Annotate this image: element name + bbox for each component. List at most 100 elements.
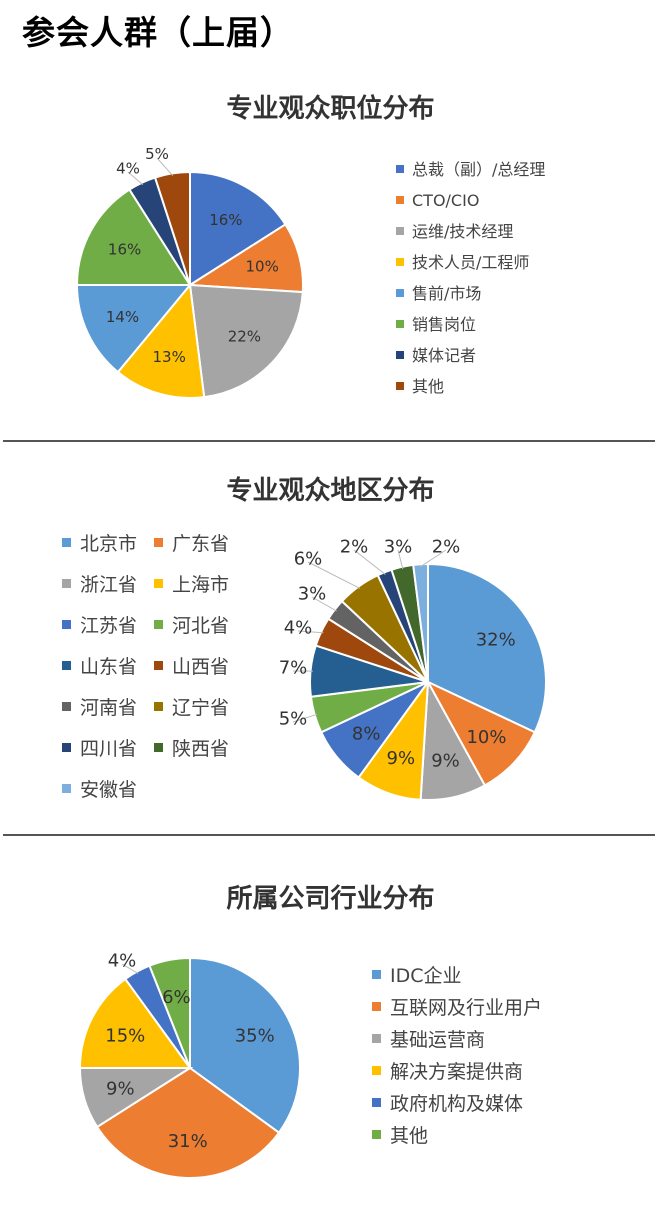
data-label: 15% [105, 1025, 145, 1046]
legend-label: 江苏省 [80, 615, 138, 637]
legend-label: 四川省 [80, 738, 138, 760]
legend-label: 媒体记者 [412, 346, 477, 365]
leader-line [311, 596, 337, 612]
legend-item: 四川省 [62, 737, 137, 761]
legend-item: 售前/市场 [396, 284, 481, 304]
legend-swatch [62, 784, 71, 793]
legend-swatch [372, 1002, 381, 1011]
legend-label: 运维/技术经理 [412, 222, 514, 241]
page-title: 参会人群（上届） [22, 6, 294, 54]
legend-item: 互联网及行业用户 [372, 996, 542, 1020]
legend-item: 浙江省 [62, 573, 137, 597]
leader-line [297, 630, 324, 634]
data-label: 10% [466, 727, 506, 748]
legend-swatch [372, 1034, 381, 1043]
pie-slice [75, 284, 193, 374]
legend-item: 上海市 [154, 573, 229, 597]
legend-label: 总裁（副）/总经理 [412, 160, 546, 179]
legend-item: 陕西省 [154, 737, 229, 761]
legend-label: 山西省 [172, 656, 230, 678]
data-label: 9% [106, 1079, 135, 1100]
pie-slice [427, 562, 547, 734]
chart-title-industry: 所属公司行业分布 [226, 884, 435, 914]
data-label: 13% [153, 348, 186, 366]
legend-label: 技术人员/工程师 [412, 253, 530, 272]
legend-label: 北京市 [80, 533, 138, 555]
legend-item: 媒体记者 [396, 346, 476, 366]
data-label: 8% [352, 723, 381, 744]
position-pie-chart: 16% 10% 22% 13% 14% 16% 4% 5% [75, 145, 305, 399]
legend-swatch [154, 661, 163, 670]
legend-label: 销售岗位 [412, 315, 477, 334]
legend-swatch [396, 288, 404, 297]
legend-label: 广东省 [172, 533, 230, 555]
legend-item: 总裁（副）/总经理 [396, 160, 545, 180]
legend-swatch [62, 702, 71, 711]
legend-item: 安徽省 [62, 778, 137, 802]
legend-swatch [396, 381, 404, 390]
legend-item: 其他 [396, 377, 444, 397]
page-title-text: 参会人群（上届 [22, 13, 260, 52]
data-label: 9% [387, 748, 416, 769]
data-label: 31% [168, 1131, 208, 1152]
legend-item: 山西省 [154, 655, 229, 679]
leader-line [127, 171, 144, 186]
legend-swatch [396, 319, 404, 328]
chart-title-position: 专业观众职位分布 [226, 94, 435, 124]
legend-swatch [396, 350, 404, 359]
leader-line [156, 157, 174, 176]
chart-title-region: 专业观众地区分布 [226, 476, 435, 506]
legend-item: 运维/技术经理 [396, 222, 513, 242]
data-label: 7% [279, 657, 308, 678]
data-label: 16% [209, 211, 242, 229]
leader-line [292, 713, 318, 723]
legend-swatch [372, 1130, 381, 1139]
data-label: 10% [246, 258, 279, 276]
legend-swatch [62, 620, 71, 629]
legend-label: 陕西省 [172, 738, 230, 760]
legend-swatch [396, 164, 404, 173]
pie-slice [412, 562, 429, 683]
pie-slice [186, 223, 305, 294]
legend-swatch [62, 743, 71, 752]
legend-item: 江苏省 [62, 614, 137, 638]
legend-label: 浙江省 [80, 574, 138, 596]
data-label: 4% [116, 159, 140, 177]
legend-label: IDC企业 [390, 965, 462, 987]
legend-label: 山东省 [80, 656, 138, 678]
legend-item: 河南省 [62, 696, 137, 720]
legend-swatch [154, 620, 163, 629]
legend-item: 河北省 [154, 614, 229, 638]
legend-swatch [372, 970, 381, 979]
legend-swatch [62, 661, 71, 670]
legend-item: 销售岗位 [396, 315, 476, 335]
legend-item: IDC企业 [372, 964, 462, 988]
legend-label: 售前/市场 [412, 284, 482, 303]
legend-swatch [154, 538, 163, 547]
pie-slice [189, 956, 301, 1135]
legend-item: 其他 [372, 1124, 428, 1148]
legend-item: CTO/CIO [396, 191, 479, 211]
legend-swatch [154, 579, 163, 588]
legend-swatch [154, 743, 163, 752]
pie-slice [189, 170, 287, 287]
legend-swatch [154, 702, 163, 711]
data-label: 4% [108, 950, 137, 971]
legend-item: 技术人员/工程师 [396, 253, 529, 273]
legend-label: 河南省 [80, 697, 138, 719]
data-label: 2% [340, 536, 369, 557]
legend-item: 广东省 [154, 532, 229, 556]
pie-slice [148, 956, 191, 1069]
legend-label: 河北省 [172, 615, 230, 637]
region-pie-chart: 32% 10% 9% 9% 8% 5% 7% 4% 3% 6% 2% 3% 2% [279, 536, 547, 801]
pie-slice [153, 170, 191, 286]
leader-line [353, 549, 386, 575]
pie-slice [188, 283, 304, 399]
pie-slice [78, 977, 192, 1069]
legend-item: 山东省 [62, 655, 137, 679]
section-divider [3, 834, 655, 836]
leader-line [121, 963, 139, 974]
pie-slice [425, 679, 537, 787]
legend-item: 基础运营商 [372, 1028, 485, 1052]
legend-label: 基础运营商 [390, 1029, 486, 1051]
